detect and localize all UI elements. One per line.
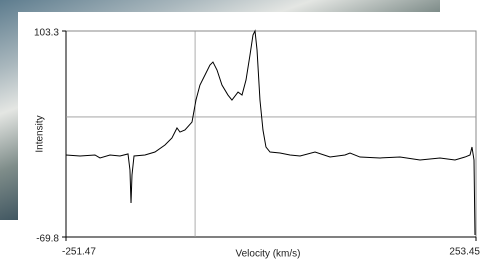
chart: Velocity (km/s) Intensity -69.8 103.3 -251… [0, 0, 483, 266]
page: Velocity (km/s) Intensity -69.8 103.3 -251… [0, 0, 483, 266]
y-tick-label: -69.8 [36, 234, 59, 245]
x-tick-label: -251.47 [62, 247, 96, 258]
x-axis-label: Velocity (km/s) [235, 249, 300, 260]
y-tick-label: 103.3 [34, 28, 59, 39]
spectrum-line [66, 31, 475, 235]
plot-frame [66, 31, 476, 237]
x-tick-label: 253.45 [449, 247, 480, 258]
y-axis-label: Intensity [35, 115, 46, 152]
